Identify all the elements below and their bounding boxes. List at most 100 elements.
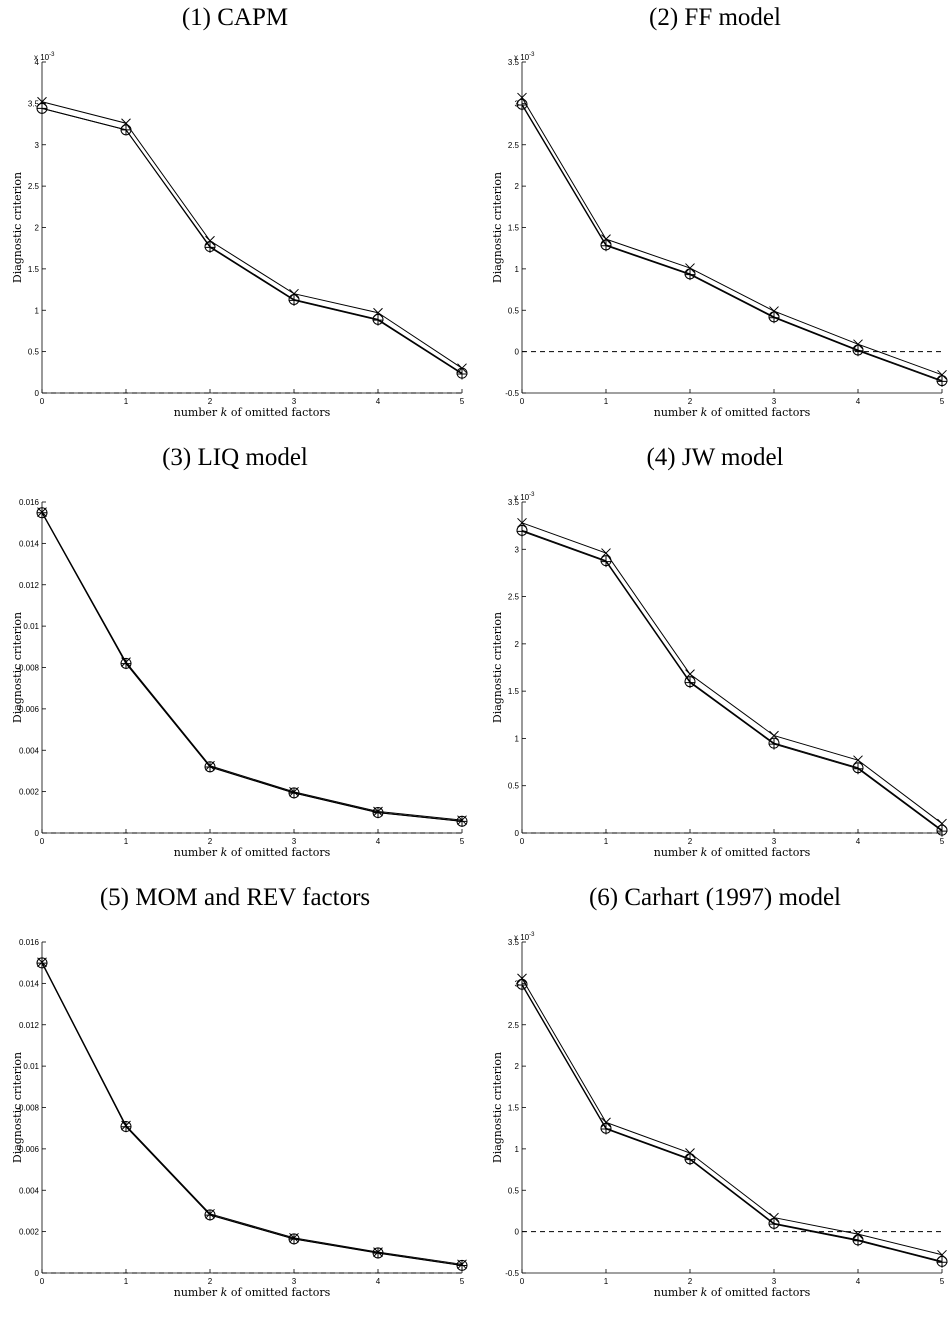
- x-axis-label-part: number: [654, 1286, 701, 1299]
- y-tick-label: 2: [35, 224, 40, 233]
- series-x: [517, 973, 947, 1260]
- series-point-plus: [36, 957, 48, 969]
- y-tick-label: 3: [35, 141, 40, 150]
- chart-plot-1: 0 0.5 1 1.5 2 2.5 3 3.5 4 0 1 2 3 4 5 x 10-3 number k of…: [11, 52, 468, 419]
- series-point-plus: [600, 1123, 612, 1135]
- y-tick-label: 1.5: [508, 1104, 520, 1113]
- series-line: [41, 962, 463, 1267]
- x-axis-label-part: number: [174, 846, 221, 859]
- x-axis-label: number k of omitted factors: [174, 406, 331, 419]
- y-tick-label: 0.008: [19, 664, 40, 673]
- series-point-x: [685, 1148, 695, 1158]
- x-axis-label-part: number: [654, 406, 701, 419]
- y-tick-label: 0.5: [28, 348, 40, 357]
- x-tick-label: 4: [856, 837, 861, 846]
- series-point-x: [937, 369, 947, 380]
- x-axis-label-part: of omitted factors: [227, 406, 330, 419]
- x-axis-label-part: k: [701, 846, 708, 859]
- series-line: [41, 962, 463, 1265]
- chart-plot-5: 0 0.002 0.004 0.006 0.008 0.01 0.012 0.014 0.016…: [11, 938, 468, 1299]
- series-line: [521, 530, 943, 832]
- chart-title: (5) MOM and REV factors: [99, 884, 371, 911]
- series-line: [521, 104, 943, 382]
- y-tick-label: 0.004: [19, 746, 40, 755]
- series-o: [36, 957, 468, 1271]
- chart-panel-5: (5) MOM and REV factors 0 0.002 0.004 0.006…: [0, 880, 470, 1315]
- x-axis-label-part: k: [221, 406, 228, 419]
- y-tick-label: 0: [35, 1269, 40, 1278]
- y-tick-label: 2: [515, 640, 520, 649]
- series-point-plus: [516, 525, 528, 537]
- series-line: [521, 984, 943, 1263]
- chart-title: (4) JW model: [646, 444, 784, 471]
- y-exponent-label: x 10-3: [34, 52, 55, 62]
- series-line: [41, 101, 463, 369]
- x-tick-label: 1: [604, 1277, 609, 1286]
- series-point-plus: [204, 241, 216, 253]
- x-axis-label-part: number: [174, 406, 221, 419]
- y-tick-label: 0.004: [19, 1186, 40, 1195]
- y-tick-label: 3.5: [508, 58, 520, 67]
- series-point-x: [517, 973, 527, 984]
- x-tick-label: 3: [772, 1277, 777, 1286]
- y-tick-label: 0.014: [19, 539, 40, 548]
- series-line: [521, 522, 943, 824]
- y-exponent-label: x 10-3: [514, 932, 535, 942]
- series-line: [521, 983, 943, 1262]
- series-point-plus: [600, 240, 612, 252]
- y-tick-label: 1: [515, 1145, 520, 1154]
- x-axis-label: number k of omitted factors: [174, 846, 331, 859]
- series-point-plus: [456, 368, 468, 380]
- series-point-plus: [120, 1121, 132, 1133]
- x-axis-label: number k of omitted factors: [654, 406, 811, 419]
- x-axis-label-part: of omitted factors: [227, 846, 330, 859]
- series-line: [41, 512, 463, 822]
- y-tick-label: 1.5: [508, 224, 520, 233]
- series-point-plus: [372, 1247, 384, 1259]
- series-point-plus: [936, 1256, 948, 1268]
- x-tick-label: 3: [772, 397, 777, 406]
- series-line: [41, 107, 463, 375]
- y-tick-label: 2.5: [28, 182, 40, 191]
- x-tick-label: 0: [40, 397, 45, 406]
- x-tick-label: 2: [688, 397, 693, 406]
- y-exponent-label: x 10-3: [514, 492, 535, 502]
- x-tick-label: 0: [40, 1277, 45, 1286]
- x-tick-label: 5: [940, 837, 945, 846]
- x-tick-label: 1: [604, 397, 609, 406]
- x-tick-label: 5: [940, 1277, 945, 1286]
- series-+: [516, 979, 948, 1268]
- series-point-plus: [516, 979, 528, 991]
- y-tick-label: 0: [515, 829, 520, 838]
- y-tick-label: -0.5: [505, 1269, 519, 1278]
- y-tick-label: 0.002: [19, 1228, 40, 1237]
- x-axis-label: number k of omitted factors: [654, 1286, 811, 1299]
- y-tick-label: 3.5: [28, 99, 40, 108]
- x-axis-label-part: k: [701, 406, 708, 419]
- series-point-plus: [288, 787, 300, 799]
- series-point-plus: [684, 269, 696, 281]
- x-tick-label: 0: [520, 397, 525, 406]
- y-tick-label: 0.5: [508, 1186, 520, 1195]
- series-+: [36, 957, 468, 1272]
- y-axis-label: Diagnostic criterion: [491, 1052, 504, 1163]
- y-tick-label: 0: [35, 389, 40, 398]
- series-x: [37, 507, 467, 826]
- series-point-x: [289, 288, 299, 299]
- series-point-plus: [852, 345, 864, 357]
- y-tick-label: 4: [35, 58, 40, 67]
- series-point-plus: [852, 1235, 864, 1247]
- chart-plot-3: 0 0.002 0.004 0.006 0.008 0.01 0.012 0.014 0.016…: [11, 498, 468, 859]
- chart-panel-1: (1) CAPM 0 0.5 1 1.5 2 2.5 3 3.5 4 0 1 2 3 4 5 x 10-3 nu…: [0, 0, 470, 435]
- x-axis-label: number k of omitted factors: [654, 846, 811, 859]
- series-line: [521, 97, 943, 376]
- x-tick-label: 4: [376, 837, 381, 846]
- chart-panel-6: (6) Carhart (1997) model -0.5 0 0.5 1 1.5 2 2.…: [480, 880, 950, 1315]
- x-tick-label: 3: [292, 1277, 297, 1286]
- x-tick-label: 0: [520, 837, 525, 846]
- x-tick-label: 2: [208, 1277, 213, 1286]
- x-tick-label: 2: [688, 1277, 693, 1286]
- series-point-plus: [936, 375, 948, 387]
- series-point-plus: [684, 1154, 696, 1166]
- y-axis-label: Diagnostic criterion: [11, 1052, 24, 1163]
